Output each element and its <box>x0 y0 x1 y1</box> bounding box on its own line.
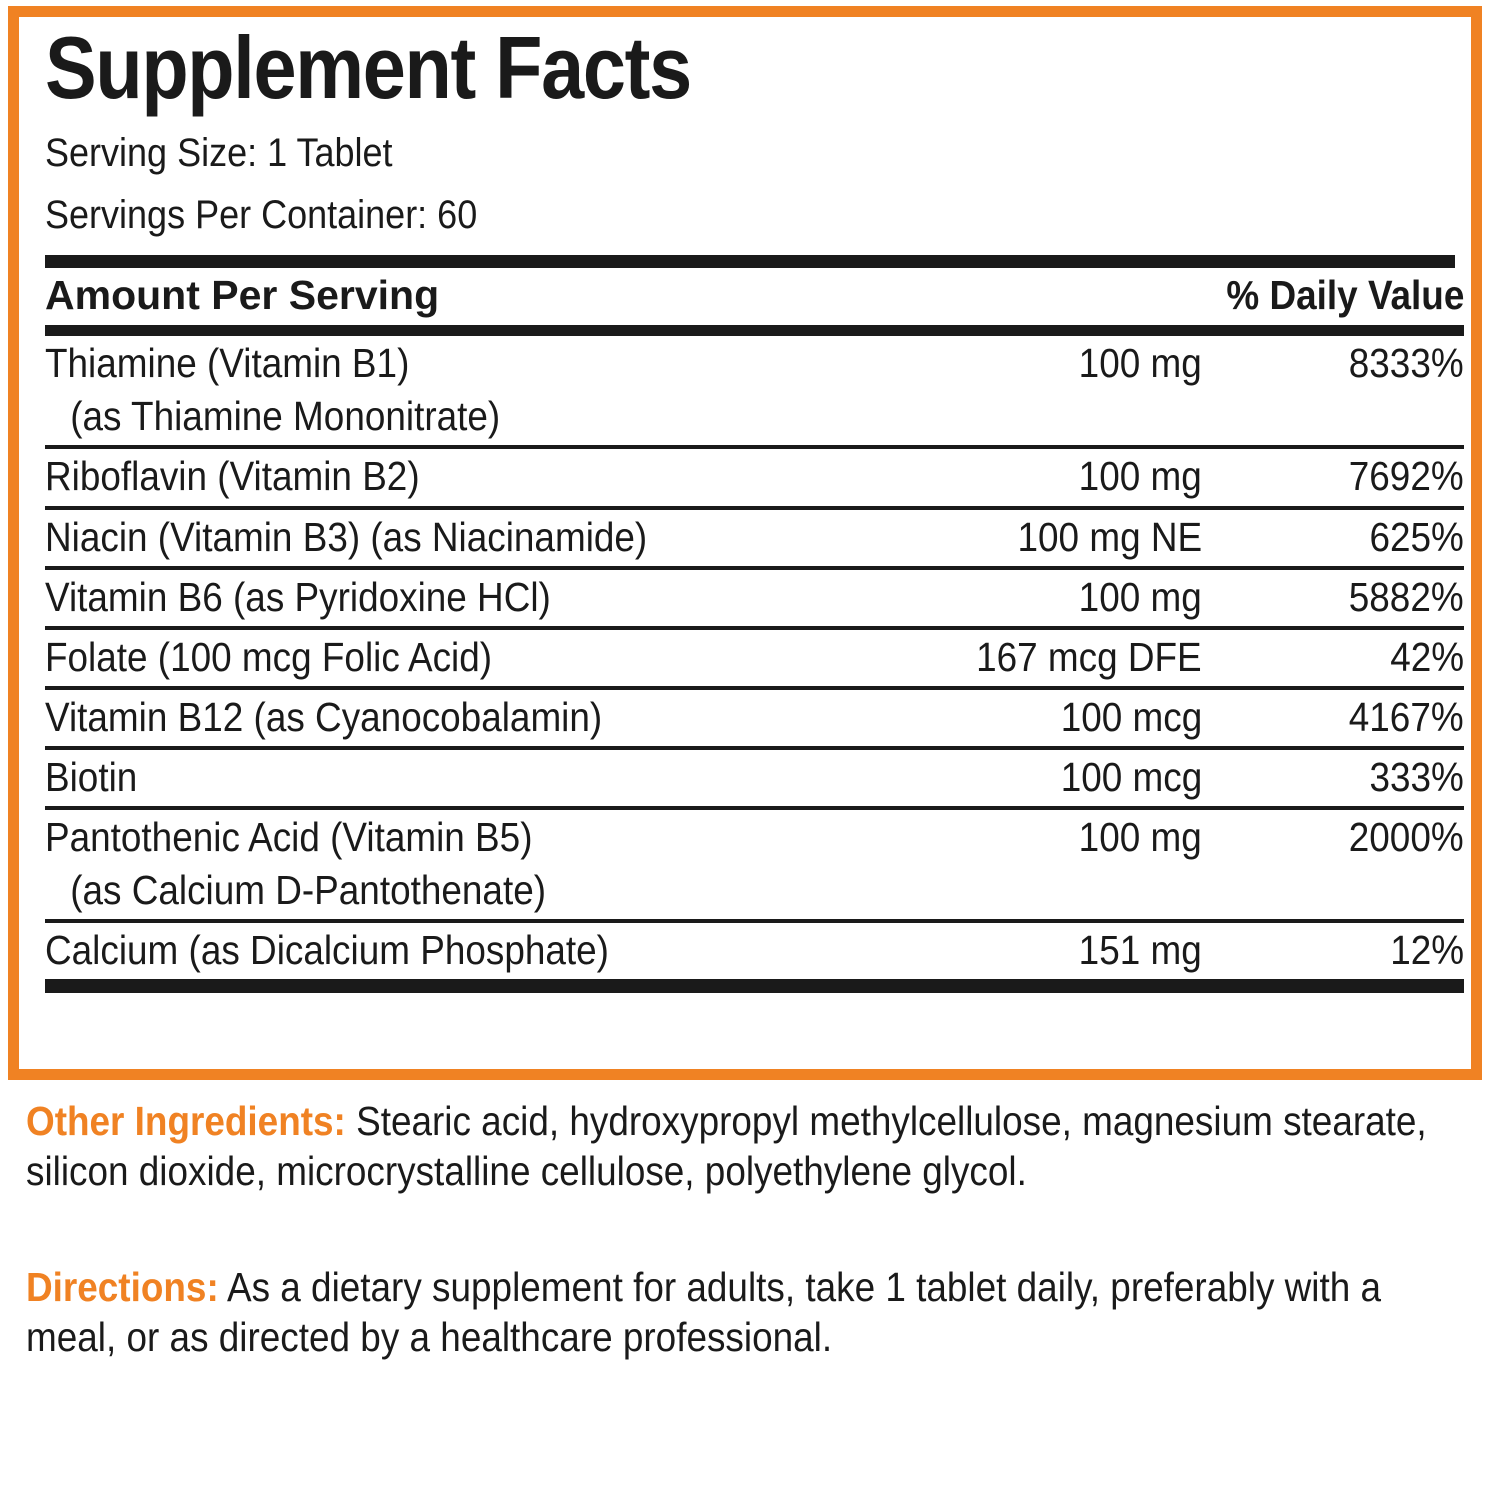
nutrient-name-cell: Folate (100 mcg Folic Acid) <box>45 633 902 680</box>
other-ingredients-text: Stearic acid, hydroxypropyl methylcellul… <box>26 1098 1427 1195</box>
cutoff-text-line <box>97 1488 1375 1500</box>
table-row: Folate (100 mcg Folic Acid) 167 mcg DFE … <box>45 630 1464 686</box>
nutrient-name-cell: Niacin (Vitamin B3) (as Niacinamide) <box>45 513 902 560</box>
nutrition-table: Amount Per Serving % Daily Value Thiamin… <box>45 268 1464 994</box>
nutrient-amount: 100 mg NE <box>1017 513 1202 560</box>
table-row: Pantothenic Acid (Vitamin B5) (as Calciu… <box>45 810 1464 919</box>
nutrient-dv-cell: 625% <box>1202 513 1464 560</box>
nutrient-name-cell: Biotin <box>45 753 902 800</box>
nutrient-name: Vitamin B12 (as Cyanocobalamin) <box>45 693 603 740</box>
panel-inner: Supplement Facts Serving Size: 1 Tablet … <box>45 18 1464 1065</box>
row-divider <box>45 505 1464 510</box>
nutrient-name-cell: Calcium (as Dicalcium Phosphate) <box>45 928 902 973</box>
nutrient-dv-cell: 12% <box>1202 928 1464 973</box>
nutrient-name-cell: Riboflavin (Vitamin B2) <box>45 454 902 499</box>
other-ingredients-label: Other Ingredients: <box>26 1098 346 1144</box>
nutrient-dv-cell: 42% <box>1202 633 1464 680</box>
nutrient-dv-cell: 7692% <box>1202 454 1464 499</box>
table-row: Calcium (as Dicalcium Phosphate) 151 mg … <box>45 923 1464 979</box>
nutrient-amount-cell: 100 mg <box>902 341 1202 386</box>
directions-paragraph: Directions: As a dietary supplement for … <box>26 1262 1439 1362</box>
nutrient-dv: 7692% <box>1349 453 1464 500</box>
nutrient-amount: 167 mcg DFE <box>976 633 1202 680</box>
nutrient-dv: 42% <box>1390 633 1464 680</box>
nutrient-dv: 625% <box>1369 513 1464 560</box>
rule-below-header <box>45 325 1464 337</box>
nutrient-name: Folate (100 mcg Folic Acid) <box>45 633 493 680</box>
other-ingredients-paragraph: Other Ingredients: Stearic acid, hydroxy… <box>26 1096 1439 1196</box>
nutrient-amount-cell: 100 mcg <box>902 693 1202 740</box>
nutrient-name-cell: Pantothenic Acid (Vitamin B5) (as Calciu… <box>45 814 902 914</box>
servings-per-container-text: Servings Per Container: 60 <box>45 193 478 238</box>
nutrient-amount-cell: 100 mcg <box>902 753 1202 800</box>
nutrient-name: Thiamine (Vitamin B1) <box>45 340 410 387</box>
nutrient-amount-cell: 100 mg <box>902 573 1202 620</box>
table-row: Niacin (Vitamin B3) (as Niacinamide) 100… <box>45 510 1464 566</box>
nutrient-dv-cell: 2000% <box>1202 814 1464 861</box>
nutrient-source: (as Calcium D-Pantothenate) <box>70 867 547 914</box>
nutrient-amount-cell: 100 mg NE <box>902 513 1202 560</box>
nutrient-amount-cell: 100 mg <box>902 814 1202 861</box>
nutrient-amount: 100 mcg <box>1060 693 1202 740</box>
page-title: Supplement Facts <box>45 18 692 117</box>
row-divider <box>45 625 1464 630</box>
nutrient-name-cell: Vitamin B6 (as Pyridoxine HCl) <box>45 573 902 620</box>
nutrient-name: Riboflavin (Vitamin B2) <box>45 453 420 500</box>
nutrient-name: Pantothenic Acid (Vitamin B5) <box>45 814 533 861</box>
nutrient-amount-cell: 151 mg <box>902 928 1202 973</box>
nutrient-amount-cell: 100 mg <box>902 454 1202 499</box>
nutrient-name-cell: Thiamine (Vitamin B1) (as Thiamine Monon… <box>45 341 902 439</box>
nutrient-amount: 100 mg <box>1078 573 1202 620</box>
header-dv-cell: % Daily Value <box>1200 274 1464 317</box>
nutrient-amount: 100 mg <box>1078 453 1202 500</box>
footer-section: Other Ingredients: Stearic acid, hydroxy… <box>26 1096 1446 1362</box>
nutrient-amount: 100 mcg <box>1060 753 1202 800</box>
supplement-facts-panel: Supplement Facts Serving Size: 1 Tablet … <box>8 6 1482 1080</box>
directions-text: As a dietary supplement for adults, take… <box>26 1264 1382 1361</box>
row-divider <box>45 445 1464 450</box>
nutrient-dv: 2000% <box>1349 814 1464 861</box>
daily-value-header: % Daily Value <box>1226 272 1464 319</box>
nutrient-name-cell: Vitamin B12 (as Cyanocobalamin) <box>45 693 902 740</box>
nutrient-amount-cell: 167 mcg DFE <box>902 633 1202 680</box>
nutrient-dv: 5882% <box>1349 573 1464 620</box>
nutrient-dv-cell: 333% <box>1202 753 1464 800</box>
nutrient-dv: 333% <box>1369 753 1464 800</box>
nutrient-name: Vitamin B6 (as Pyridoxine HCl) <box>45 573 551 620</box>
nutrient-amount: 151 mg <box>1078 927 1202 974</box>
table-row: Vitamin B12 (as Cyanocobalamin) 100 mcg … <box>45 690 1464 746</box>
nutrient-amount: 100 mg <box>1078 814 1202 861</box>
row-divider <box>45 919 1464 924</box>
rule-top-thick <box>45 255 1455 269</box>
header-amount-cell: Amount Per Serving <box>45 274 900 317</box>
table-row: Biotin 100 mcg 333% <box>45 750 1464 806</box>
nutrient-dv: 12% <box>1390 927 1464 974</box>
nutrient-source: (as Thiamine Mononitrate) <box>70 393 501 440</box>
row-divider <box>45 745 1464 750</box>
amount-per-serving-header: Amount Per Serving <box>45 272 440 319</box>
directions-label: Directions: <box>26 1264 219 1311</box>
nutrient-dv-cell: 4167% <box>1202 693 1464 740</box>
nutrient-dv-cell: 8333% <box>1202 341 1464 386</box>
nutrient-amount: 100 mg <box>1078 340 1202 387</box>
nutrient-dv: 4167% <box>1349 693 1464 740</box>
table-row: Riboflavin (Vitamin B2) 100 mg 7692% <box>45 449 1464 505</box>
nutrient-dv: 8333% <box>1349 340 1464 387</box>
row-divider <box>45 806 1464 811</box>
row-divider <box>45 685 1464 690</box>
table-header-row: Amount Per Serving % Daily Value <box>45 268 1464 325</box>
serving-size-text: Serving Size: 1 Tablet <box>45 131 393 176</box>
row-divider <box>45 565 1464 570</box>
nutrient-name: Biotin <box>45 753 138 800</box>
rule-bottom-thick <box>45 979 1464 994</box>
table-row: Vitamin B6 (as Pyridoxine HCl) 100 mg 58… <box>45 570 1464 626</box>
table-row: Thiamine (Vitamin B1) (as Thiamine Monon… <box>45 336 1464 445</box>
nutrient-dv-cell: 5882% <box>1202 573 1464 620</box>
nutrient-name: Calcium (as Dicalcium Phosphate) <box>45 927 609 974</box>
nutrient-name: Niacin (Vitamin B3) (as Niacinamide) <box>45 513 648 560</box>
